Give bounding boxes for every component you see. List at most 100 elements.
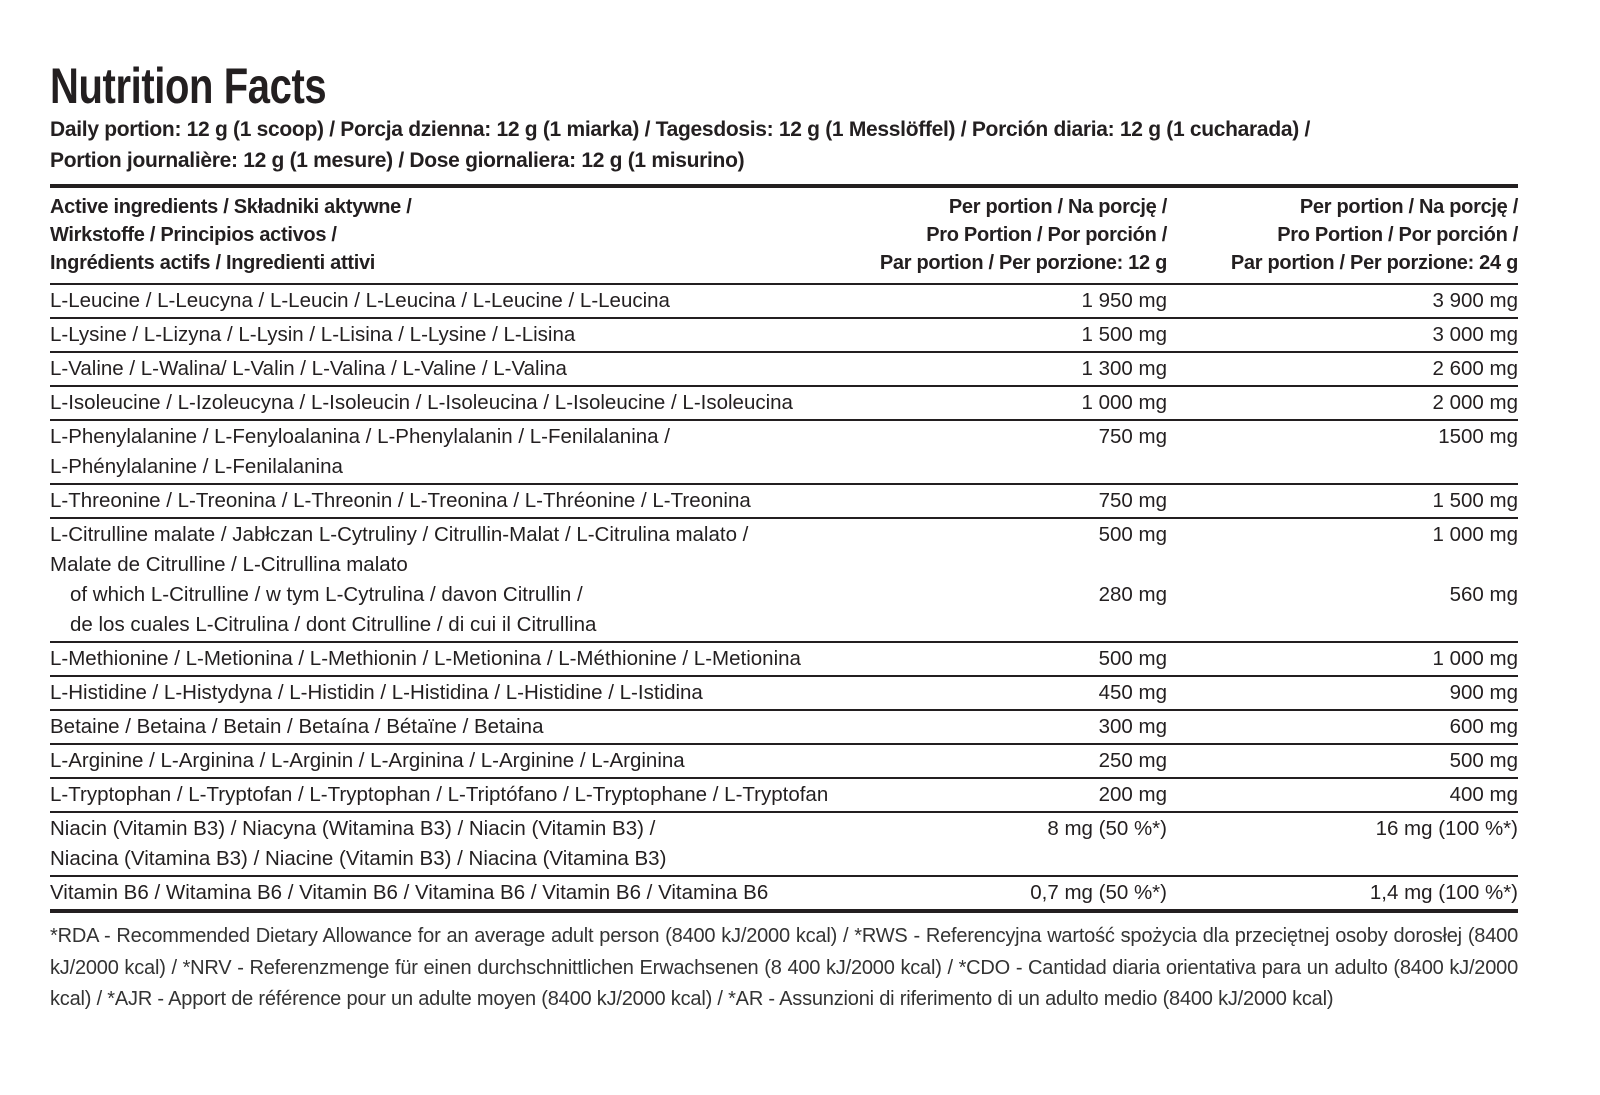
cell-line [840, 550, 1167, 580]
cell-line: 1 300 mg [1081, 357, 1167, 380]
cell-line: 2 600 mg [1432, 357, 1518, 380]
rda-footnote: *RDA - Recommended Dietary Allowance for… [50, 925, 1518, 1010]
cell-line: 300 mg [1098, 715, 1167, 738]
ingredient-name: L-Lysine / L-Lizyna / L-Lysin / L-Lisina… [50, 318, 840, 353]
header-line: Active ingredients / Składniki aktywne / [50, 196, 412, 218]
amount-per-24g: 1,4 mg (100 %*) [1167, 876, 1518, 913]
cell-line: 280 mg [1098, 583, 1167, 606]
subtitle-line: Daily portion: 12 g (1 scoop) / Porcja d… [50, 118, 1310, 141]
cell-line: 560 mg [1449, 583, 1518, 606]
amount-per-24g: 1 000 mg 560 mg [1167, 518, 1518, 643]
table-row: L-Citrulline malate / Jabłczan L-Cytruli… [50, 518, 1518, 643]
cell-line [1167, 550, 1518, 580]
amount-per-12g: 1 000 mg [840, 386, 1167, 421]
cell-line: 1 000 mg [1432, 647, 1518, 670]
amount-per-12g: 1 500 mg [840, 318, 1167, 353]
amount-per-12g: 750 mg [840, 420, 1167, 485]
amount-per-12g: 450 mg [840, 676, 1167, 711]
header-line: Per portion / Na porcję / [1299, 196, 1518, 218]
cell-line: 500 mg [1098, 647, 1167, 670]
cell-line: 1 000 mg [1432, 523, 1518, 546]
cell-line: L-Citrulline malate / Jabłczan L-Cytruli… [50, 523, 749, 546]
ingredient-name: L-Leucine / L-Leucyna / L-Leucin / L-Leu… [50, 284, 840, 319]
cell-line: 1 500 mg [1081, 323, 1167, 346]
cell-line: 900 mg [1449, 681, 1518, 704]
cell-line [840, 452, 1167, 482]
nutrition-facts-panel: Nutrition Facts Daily portion: 12 g (1 s… [50, 58, 1518, 1016]
cell-line: 250 mg [1098, 749, 1167, 772]
cell-line: L-Threonine / L-Treonina / L-Threonin / … [50, 489, 751, 512]
cell-line: 1 500 mg [1432, 489, 1518, 512]
table-row: Betaine / Betaina / Betain / Betaína / B… [50, 710, 1518, 745]
cell-line: 16 mg (100 %*) [1375, 817, 1518, 840]
amount-per-24g: 3 000 mg [1167, 318, 1518, 353]
cell-line [1167, 452, 1518, 482]
cell-line [1167, 844, 1518, 874]
cell-line: 750 mg [1098, 425, 1167, 448]
amount-per-24g: 400 mg [1167, 778, 1518, 813]
amount-per-24g: 2 000 mg [1167, 386, 1518, 421]
amount-per-12g: 1 950 mg [840, 284, 1167, 319]
table-row: Vitamin B6 / Witamina B6 / Vitamin B6 / … [50, 876, 1518, 913]
ingredient-name: L-Valine / L-Walina/ L-Valin / L-Valina … [50, 352, 840, 387]
amount-per-12g: 8 mg (50 %*) [840, 812, 1167, 877]
amount-per-12g: 1 300 mg [840, 352, 1167, 387]
amount-per-12g: 500 mg 280 mg [840, 518, 1167, 643]
table-row: L-Valine / L-Walina/ L-Valin / L-Valina … [50, 352, 1518, 387]
amount-per-24g: 1 000 mg [1167, 642, 1518, 677]
ingredient-name: L-Isoleucine / L-Izoleucyna / L-Isoleuci… [50, 386, 840, 421]
cell-line: 200 mg [1098, 783, 1167, 806]
ingredient-name: Betaine / Betaina / Betain / Betaína / B… [50, 710, 840, 745]
cell-line: 750 mg [1098, 489, 1167, 512]
amount-per-24g: 600 mg [1167, 710, 1518, 745]
header-ingredients: Active ingredients / Składniki aktywne /… [50, 188, 840, 285]
cell-line: 8 mg (50 %*) [1047, 817, 1167, 840]
amount-per-24g: 16 mg (100 %*) [1167, 812, 1518, 877]
ingredients-table: Active ingredients / Składniki aktywne /… [50, 188, 1518, 913]
cell-line: L-Isoleucine / L-Izoleucyna / L-Isoleuci… [50, 391, 793, 414]
amount-per-24g: 900 mg [1167, 676, 1518, 711]
table-row: L-Isoleucine / L-Izoleucyna / L-Isoleuci… [50, 386, 1518, 421]
header-line: Pro Portion / Por porción / [926, 224, 1167, 246]
ingredient-name: Niacin (Vitamin B3) / Niacyna (Witamina … [50, 812, 840, 877]
amount-per-12g: 500 mg [840, 642, 1167, 677]
amount-per-24g: 2 600 mg [1167, 352, 1518, 387]
header-per-24g: Per portion / Na porcję / Pro Portion / … [1167, 188, 1518, 285]
table-row: L-Methionine / L-Metionina / L-Methionin… [50, 642, 1518, 677]
ingredient-name: L-Citrulline malate / Jabłczan L-Cytruli… [50, 518, 840, 643]
amount-per-12g: 200 mg [840, 778, 1167, 813]
amount-per-12g: 250 mg [840, 744, 1167, 779]
cell-line: L-Valine / L-Walina/ L-Valin / L-Valina … [50, 357, 567, 380]
cell-line: 450 mg [1098, 681, 1167, 704]
header-line: Ingrédients actifs / Ingredienti attivi [50, 252, 376, 274]
cell-line: 1500 mg [1438, 425, 1518, 448]
ingredient-name: L-Arginine / L-Arginina / L-Arginin / L-… [50, 744, 840, 779]
cell-line: L-Histidine / L-Histydyna / L-Histidin /… [50, 681, 703, 704]
table-row: L-Histidine / L-Histydyna / L-Histidin /… [50, 676, 1518, 711]
table-row: L-Leucine / L-Leucyna / L-Leucin / L-Leu… [50, 284, 1518, 319]
page-title: Nutrition Facts [50, 58, 327, 114]
cell-line: 1 950 mg [1081, 289, 1167, 312]
cell-line: L-Tryptophan / L-Tryptofan / L-Tryptopha… [50, 783, 829, 806]
cell-line: 3 900 mg [1432, 289, 1518, 312]
header-per-12g: Per portion / Na porcję / Pro Portion / … [840, 188, 1167, 285]
amount-per-24g: 3 900 mg [1167, 284, 1518, 319]
table-row: L-Lysine / L-Lizyna / L-Lysin / L-Lisina… [50, 318, 1518, 353]
amount-per-24g: 1500 mg [1167, 420, 1518, 485]
divider [50, 184, 1518, 188]
subtitle-line: Portion journalière: 12 g (1 mesure) / D… [50, 149, 745, 172]
cell-line: de los cuales L-Citrulina / dont Citrull… [70, 613, 597, 636]
cell-line: Niacina (Vitamina B3) / Niacine (Vitamin… [50, 847, 667, 870]
cell-line [840, 844, 1167, 874]
header-line: Par portion / Per porzione: 24 g [1230, 252, 1518, 274]
cell-line: 500 mg [1098, 523, 1167, 546]
cell-line: 1 000 mg [1081, 391, 1167, 414]
cell-line: Niacin (Vitamin B3) / Niacyna (Witamina … [50, 817, 656, 840]
cell-line: 500 mg [1449, 749, 1518, 772]
cell-line: L-Phenylalanine / L-Fenyloalanina / L-Ph… [50, 425, 670, 448]
cell-line: L-Leucine / L-Leucyna / L-Leucin / L-Leu… [50, 289, 670, 312]
header-line: Wirkstoffe / Principios activos / [50, 224, 337, 246]
cell-line: 0,7 mg (50 %*) [1030, 881, 1167, 904]
amount-per-24g: 500 mg [1167, 744, 1518, 779]
ingredient-name: L-Threonine / L-Treonina / L-Threonin / … [50, 484, 840, 519]
